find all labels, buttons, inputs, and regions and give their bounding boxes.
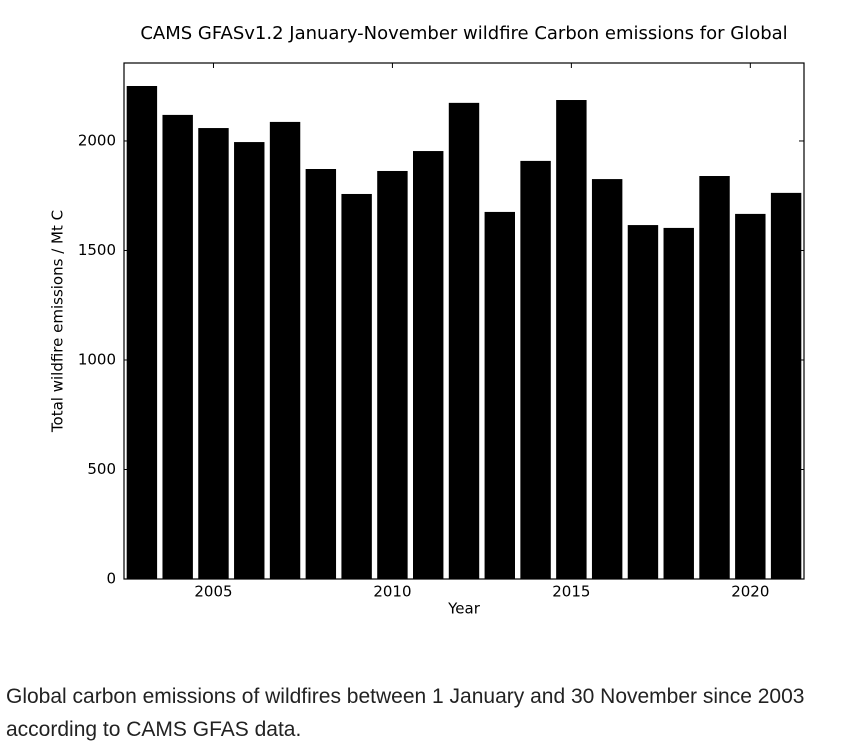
bar: [699, 176, 730, 579]
bar: [448, 102, 480, 579]
x-tick-label: 2020: [731, 583, 769, 601]
bar: [484, 211, 515, 579]
bar: [269, 121, 301, 580]
x-tick-label: 2010: [373, 583, 411, 601]
bar: [198, 128, 229, 579]
x-tick-label: 2015: [552, 583, 590, 601]
y-tick-label: 1000: [78, 350, 116, 368]
caption: Global carbon emissions of wildfires bet…: [6, 685, 805, 741]
y-tick-label: 1500: [78, 241, 116, 259]
bar: [341, 193, 372, 579]
x-tick-label: 2005: [194, 583, 232, 601]
bar: [627, 225, 659, 580]
bar: [413, 151, 444, 580]
bar: [591, 179, 623, 579]
bar: [520, 160, 551, 579]
y-tick-label: 500: [87, 460, 116, 478]
bar: [663, 227, 694, 579]
bar: [556, 100, 587, 579]
y-tick-label: 0: [106, 570, 116, 588]
x-axis-label: Year: [447, 600, 481, 618]
bar: [735, 213, 766, 579]
y-axis-label: Total wildfire emissions / Mt C: [49, 210, 67, 433]
bar: [770, 192, 802, 579]
bar: [377, 170, 408, 579]
y-tick-label: 2000: [78, 131, 116, 149]
bar: [162, 114, 193, 580]
bar: [305, 169, 337, 579]
chart-title: CAMS GFASv1.2 January-November wildfire …: [140, 23, 787, 44]
bar: [126, 85, 158, 579]
chart: CAMS GFASv1.2 January-November wildfire …: [49, 23, 805, 618]
bar: [234, 142, 265, 579]
